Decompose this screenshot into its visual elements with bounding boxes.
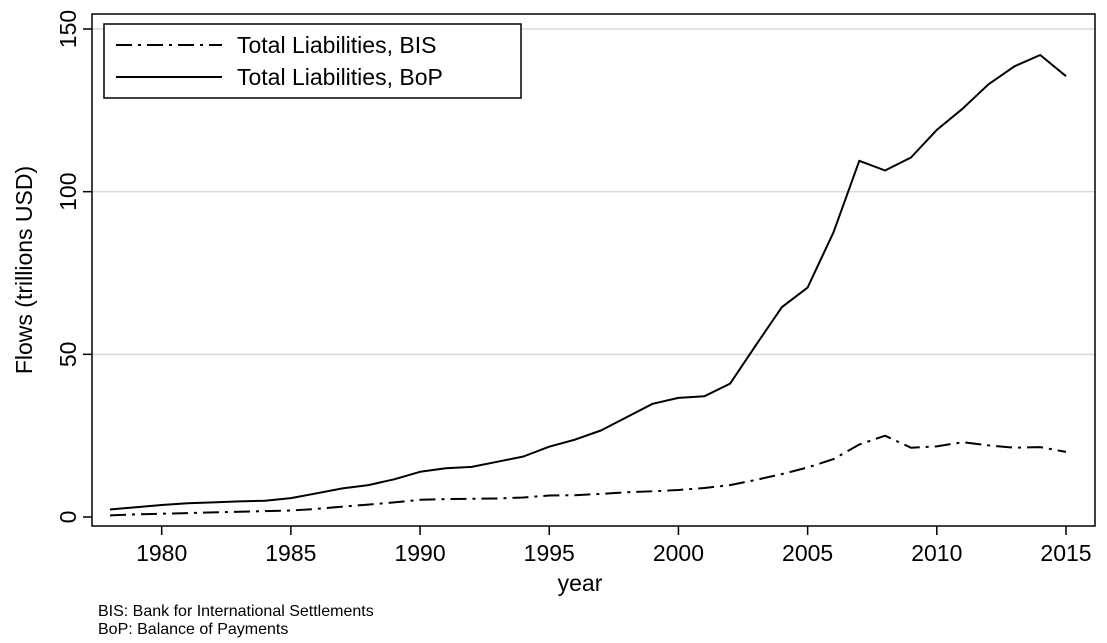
y-tick-label-150: 150 xyxy=(55,10,81,48)
plot-frame xyxy=(91,13,1096,527)
series-line-bop xyxy=(109,54,1067,511)
footnote-bis: BIS: Bank for International Settlements xyxy=(98,603,374,620)
y-tick-label-0: 0 xyxy=(55,511,81,524)
x-tick-label-1985: 1985 xyxy=(265,540,316,566)
line-chart: 0 50 100 150 1980 1985 1990 1995 2000 2005 2010 201… xyxy=(11,10,1096,596)
legend-label-bis: Total Liabilities, BIS xyxy=(237,32,436,58)
y-tick-label-100: 100 xyxy=(55,172,81,210)
x-tick-label-2010: 2010 xyxy=(911,540,962,566)
x-axis-title: year xyxy=(558,570,603,596)
legend-box xyxy=(103,23,522,99)
y-tick-label-50: 50 xyxy=(55,342,81,368)
x-tick-label-1990: 1990 xyxy=(394,540,445,566)
x-tick-label-1995: 1995 xyxy=(524,540,575,566)
legend: Total Liabilities, BIS Total Liabilities… xyxy=(103,23,522,99)
x-tick-label-2015: 2015 xyxy=(1040,540,1091,566)
x-tick-label-2005: 2005 xyxy=(782,540,833,566)
x-tick-label-1980: 1980 xyxy=(136,540,187,566)
footnote-bop: BoP: Balance of Payments xyxy=(98,621,289,638)
y-axis-title: Flows (trillions USD) xyxy=(11,166,37,374)
x-tick-label-2000: 2000 xyxy=(653,540,704,566)
axes: 0 50 100 150 1980 1985 1990 1995 2000 2005 2010 201… xyxy=(55,10,1092,566)
series-lines xyxy=(109,54,1067,517)
legend-label-bop: Total Liabilities, BoP xyxy=(237,64,443,90)
series-line-bis xyxy=(109,434,1067,517)
